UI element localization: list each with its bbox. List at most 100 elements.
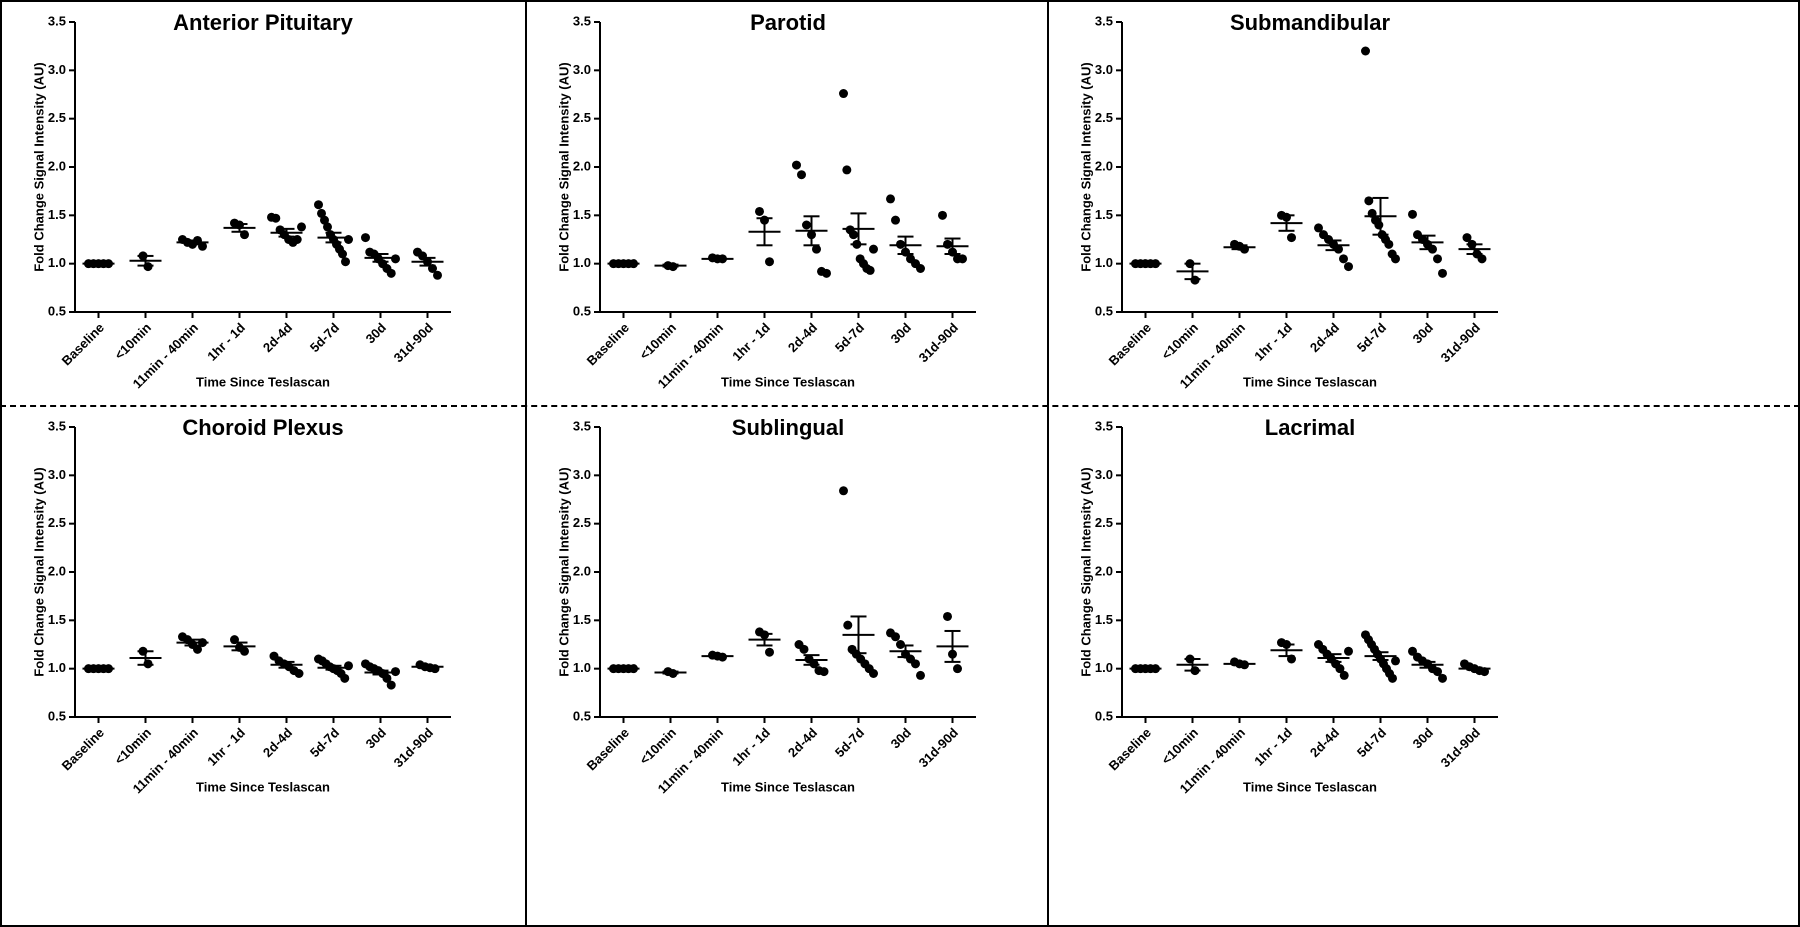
chart-panel: Lacrimal Fold Change Signal Intensity (AU… (1078, 415, 1498, 796)
data-point (341, 257, 350, 267)
x-tick-label: 30d (363, 320, 389, 346)
data-point (839, 89, 848, 99)
data-point (433, 270, 442, 280)
x-tick-label: 30d (888, 725, 914, 751)
data-point (1361, 46, 1370, 56)
data-point (314, 200, 323, 210)
y-tick-label: 2.0 (48, 158, 66, 173)
data-point (294, 669, 304, 678)
x-tick-label: <10min (112, 320, 155, 363)
x-tick-label: <10min (637, 725, 680, 768)
panel-divider (525, 0, 527, 927)
error-bar (231, 223, 248, 233)
x-tick-label: 2d-4d (1307, 320, 1342, 355)
data-point (1438, 268, 1447, 278)
data-point (886, 194, 895, 204)
data-point (344, 661, 353, 671)
y-tick-label: 2.5 (573, 110, 591, 125)
data-point (338, 249, 347, 259)
x-axis-label: Time Since Teslascan (721, 374, 855, 389)
error-bar (1419, 234, 1436, 251)
y-tick-label: 1.5 (1095, 612, 1113, 627)
y-tick-label: 0.5 (48, 303, 66, 318)
data-point (1408, 209, 1417, 219)
data-point (1339, 670, 1349, 680)
error-bar (662, 670, 679, 675)
x-tick-label: 30d (1410, 725, 1436, 751)
data-point (891, 632, 900, 642)
error-bar (419, 256, 436, 267)
data-point (839, 486, 848, 496)
x-tick-label: Baseline (1106, 725, 1154, 773)
error-bar (709, 256, 726, 261)
y-tick-label: 3.0 (1095, 467, 1113, 482)
error-bar (1278, 214, 1295, 232)
y-tick-label: 3.0 (573, 467, 591, 482)
error-bar (1419, 660, 1436, 669)
x-tick-label: Baseline (584, 320, 632, 368)
data-point (1477, 254, 1487, 264)
chart-panel: Sublingual Fold Change Signal Intensity (… (556, 415, 976, 796)
x-tick-label: Baseline (584, 725, 632, 773)
y-tick-label: 3.5 (48, 418, 66, 433)
data-point (1438, 673, 1447, 683)
y-tick-label: 1.0 (573, 660, 591, 675)
error-bar (1325, 239, 1342, 252)
data-point (271, 213, 281, 223)
data-point (792, 160, 801, 170)
error-bar (1184, 262, 1201, 281)
y-axis-label: Fold Change Signal Intensity (AU) (1078, 467, 1093, 676)
error-bar (850, 212, 867, 246)
data-point (849, 230, 858, 240)
error-bar (231, 641, 248, 652)
y-tick-label: 2.0 (573, 158, 591, 173)
data-point (869, 669, 878, 678)
data-point (1339, 254, 1348, 264)
x-tick-label: 30d (363, 725, 389, 751)
data-point (1462, 233, 1472, 243)
x-tick-label: 2d-4d (1307, 725, 1342, 760)
y-tick-label: 1.0 (48, 660, 66, 675)
y-tick-label: 2.0 (1095, 158, 1113, 173)
data-point (869, 244, 878, 254)
y-tick-label: 2.0 (48, 563, 66, 578)
x-tick-label: 31d-90d (916, 725, 961, 770)
x-tick-label: 5d-7d (307, 320, 342, 355)
x-tick-label: 2d-4d (260, 725, 295, 760)
data-point (320, 215, 329, 225)
data-point (843, 620, 853, 630)
data-point (911, 659, 920, 669)
x-tick-label: 5d-7d (307, 725, 342, 760)
chart-panel: Choroid Plexus Fold Change Signal Intensi… (31, 415, 451, 796)
data-point (842, 165, 852, 175)
chart-title: Lacrimal (1265, 415, 1356, 440)
y-tick-label: 1.0 (1095, 660, 1113, 675)
y-axis-label: Fold Change Signal Intensity (AU) (31, 467, 46, 676)
x-tick-label: 30d (888, 320, 914, 346)
data-point (812, 244, 821, 254)
y-tick-label: 2.5 (573, 515, 591, 530)
x-tick-label: Baseline (59, 320, 107, 368)
x-tick-label: 31d-90d (916, 320, 961, 365)
data-point (958, 254, 967, 264)
x-axis-label: Time Since Teslascan (1243, 779, 1377, 794)
data-point (1384, 239, 1394, 249)
error-bar (278, 660, 295, 669)
data-point (943, 611, 952, 621)
y-tick-label: 2.0 (573, 563, 591, 578)
y-tick-label: 0.5 (573, 303, 591, 318)
error-bar (897, 235, 914, 255)
x-tick-label: 1hr - 1d (204, 320, 248, 364)
x-tick-label: 2d-4d (260, 320, 295, 355)
chart-title: Anterior Pituitary (173, 10, 353, 35)
y-tick-label: 2.5 (48, 515, 66, 530)
y-tick-label: 0.5 (48, 708, 66, 723)
error-bar (803, 215, 820, 247)
data-point (755, 206, 764, 216)
y-tick-label: 1.5 (48, 612, 66, 627)
data-point (765, 647, 774, 657)
error-bar (709, 654, 726, 659)
error-bar (372, 669, 389, 676)
y-tick-label: 1.5 (48, 207, 66, 222)
x-tick-label: 2d-4d (785, 725, 820, 760)
